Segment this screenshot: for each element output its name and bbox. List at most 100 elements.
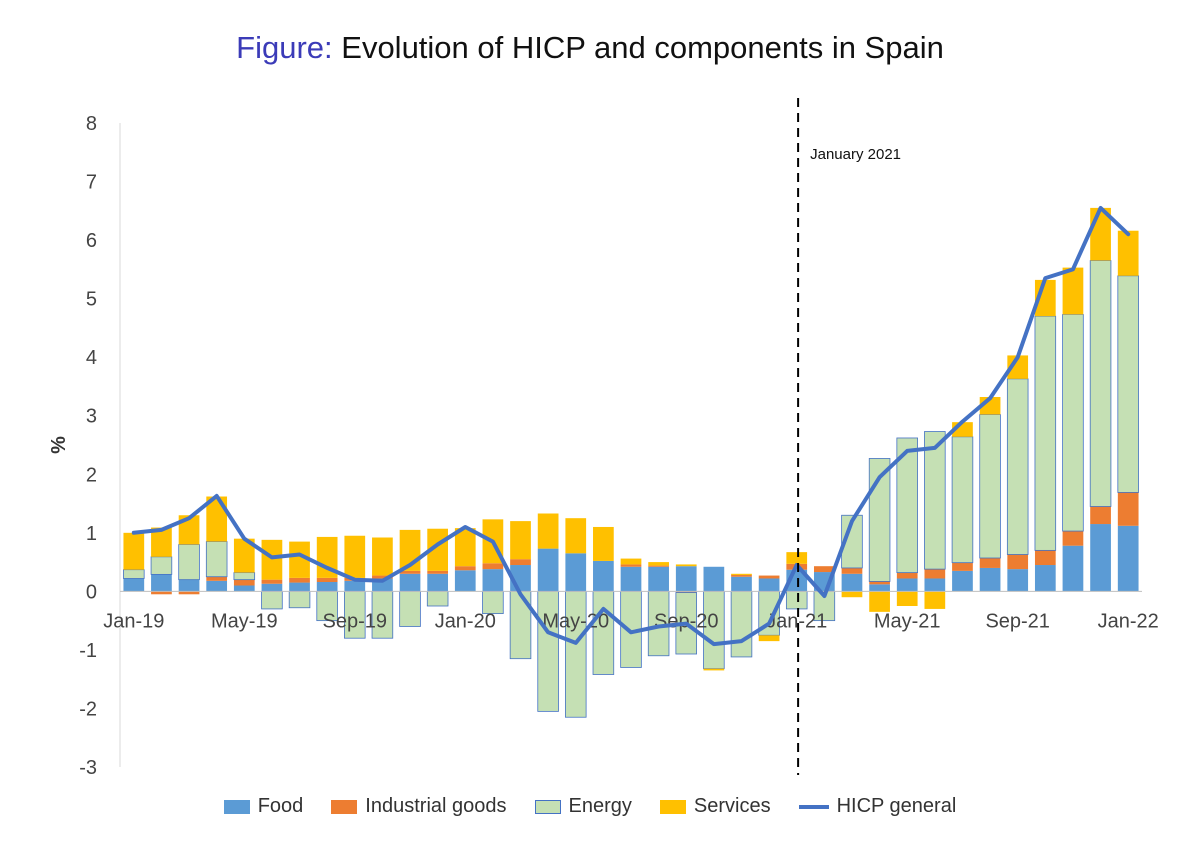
y-tick-label: 8 xyxy=(86,113,97,135)
bar-food xyxy=(979,567,1001,592)
bar-energy xyxy=(1117,275,1139,493)
y-tick-label: -3 xyxy=(79,757,97,779)
bar-energy xyxy=(1062,314,1084,532)
legend-swatch-food xyxy=(223,799,250,814)
bar-services xyxy=(731,573,752,575)
bar-industrial-goods xyxy=(454,566,476,571)
bar-food xyxy=(399,573,421,592)
bar-food xyxy=(206,580,228,592)
bar-services xyxy=(372,537,393,576)
bar-industrial-goods xyxy=(1034,550,1056,566)
bar-energy xyxy=(261,590,283,610)
bar-services xyxy=(344,535,366,578)
x-tick-label: Sep-20 xyxy=(654,610,719,632)
bar-food xyxy=(869,584,890,592)
bar-food xyxy=(261,583,283,592)
legend-label-industrial-goods: Industrial goods xyxy=(365,795,507,817)
y-tick-label: 0 xyxy=(86,581,97,603)
y-tick-label: -1 xyxy=(79,640,97,662)
bar-services xyxy=(675,564,697,567)
bar-food xyxy=(233,585,255,592)
bar-industrial-goods xyxy=(1062,531,1084,546)
x-tick-label: May-20 xyxy=(542,610,609,632)
bar-industrial-goods xyxy=(482,563,504,570)
y-tick-label: 1 xyxy=(86,523,97,545)
bar-food xyxy=(178,579,200,592)
bar-food xyxy=(731,576,752,592)
bar-industrial-goods xyxy=(758,575,780,579)
bar-industrial-goods xyxy=(206,576,228,581)
bar-services xyxy=(1007,355,1029,379)
bar-food xyxy=(758,578,780,592)
legend-label-energy: Energy xyxy=(568,795,632,817)
bar-energy xyxy=(951,436,974,564)
bar-services xyxy=(510,521,531,560)
bar-services xyxy=(316,536,338,578)
bar-energy xyxy=(979,414,1001,559)
bar-energy xyxy=(592,590,615,675)
bar-industrial-goods xyxy=(427,570,449,574)
bar-energy xyxy=(896,437,918,574)
bar-industrial-goods xyxy=(620,564,642,567)
legend-label-hicp-general: HICP general xyxy=(836,795,957,817)
y-tick-label: 2 xyxy=(86,464,97,486)
bar-services xyxy=(565,518,587,554)
bar-industrial-goods xyxy=(316,577,338,582)
bar-industrial-goods xyxy=(1090,506,1111,525)
x-tick-label: Jan-21 xyxy=(766,610,827,632)
bar-industrial-goods xyxy=(841,567,863,574)
bar-energy xyxy=(730,590,753,658)
bar-food xyxy=(675,566,697,592)
bar-industrial-goods xyxy=(510,559,531,566)
bar-food xyxy=(620,566,642,592)
bar-food xyxy=(482,569,504,592)
bar-energy xyxy=(288,590,311,609)
bar-services xyxy=(593,526,614,561)
x-tick-label: May-19 xyxy=(211,610,278,632)
y-tick-label: 3 xyxy=(86,406,97,428)
legend-item-food: Food xyxy=(223,795,303,818)
bar-energy xyxy=(426,590,449,607)
bar-industrial-goods xyxy=(289,577,310,583)
bar-energy xyxy=(841,514,863,569)
x-tick-label: Jan-19 xyxy=(103,610,164,632)
y-tick-label: 5 xyxy=(86,289,97,311)
bar-services xyxy=(454,528,476,567)
bar-food xyxy=(1090,524,1111,592)
bar-services xyxy=(151,527,172,557)
legend-item-energy: Energy xyxy=(534,795,632,818)
chart-legend: Food Industrial goods Energy Services HI… xyxy=(0,795,1180,818)
bar-services xyxy=(1062,267,1084,315)
bar-services xyxy=(896,591,918,606)
bar-services xyxy=(206,496,228,542)
bar-industrial-goods xyxy=(675,591,697,593)
bar-services xyxy=(869,591,890,612)
legend-swatch-services xyxy=(659,799,686,814)
bar-energy xyxy=(537,590,559,712)
bar-food xyxy=(952,570,973,592)
title-text: Evolution of HICP and components in Spai… xyxy=(341,30,944,65)
bar-food xyxy=(537,548,559,592)
bar-industrial-goods xyxy=(648,565,669,567)
x-tick-label: Sep-21 xyxy=(985,610,1050,632)
bar-food xyxy=(289,582,310,592)
y-tick-label: 6 xyxy=(86,230,97,252)
bar-industrial-goods xyxy=(896,572,918,579)
bar-food xyxy=(565,553,587,592)
title-prefix: Figure: xyxy=(236,30,333,65)
bar-services xyxy=(123,532,145,570)
bar-industrial-goods xyxy=(731,574,752,577)
bar-industrial-goods xyxy=(261,579,283,584)
bar-food xyxy=(1007,569,1029,592)
bar-industrial-goods xyxy=(151,591,172,595)
bar-services xyxy=(841,591,863,598)
chart-title: Figure: Evolution of HICP and components… xyxy=(0,30,1180,66)
bar-services xyxy=(758,635,780,642)
bar-industrial-goods xyxy=(233,579,255,586)
legend-swatch-hicp-general xyxy=(798,804,829,809)
bar-food xyxy=(703,566,725,592)
bar-energy xyxy=(178,544,200,581)
bar-food xyxy=(316,581,338,592)
bar-industrial-goods xyxy=(1117,492,1139,526)
bar-food xyxy=(841,573,863,592)
